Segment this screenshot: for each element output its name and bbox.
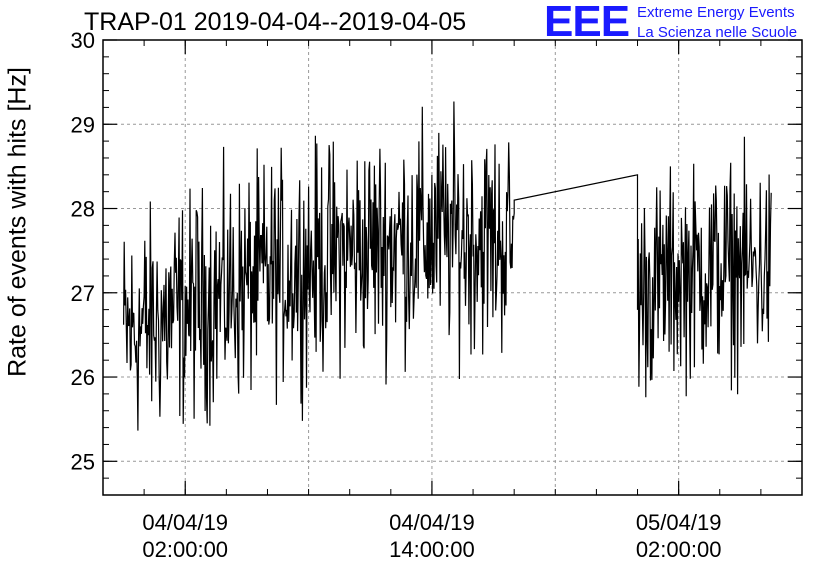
x-tick-label-date: 04/04/19 (142, 510, 228, 535)
y-tick-label: 25 (71, 449, 95, 474)
y-tick-label: 26 (71, 365, 95, 390)
y-tick-label: 29 (71, 112, 95, 137)
eee-logo: EEE (544, 0, 630, 46)
y-tick-label: 30 (71, 28, 95, 53)
x-tick-label-time: 02:00:00 (636, 537, 722, 562)
series-line (123, 101, 772, 431)
x-tick-label-date: 05/04/19 (636, 510, 722, 535)
x-tick-label-time: 02:00:00 (142, 537, 228, 562)
x-tick-label-time: 14:00:00 (389, 537, 475, 562)
y-axis-label: Rate of events with hits [Hz] (3, 67, 32, 377)
x-tick-label-date: 04/04/19 (389, 510, 475, 535)
plot-frame (102, 39, 803, 496)
chart-title: TRAP-01 2019-04-04--2019-04-05 (84, 8, 467, 36)
org-name-line1: Extreme Energy Events (637, 4, 795, 21)
y-tick-label: 27 (71, 281, 95, 306)
org-name-line2: La Scienza nelle Scuole (637, 24, 798, 41)
y-tick-label: 28 (71, 197, 95, 222)
